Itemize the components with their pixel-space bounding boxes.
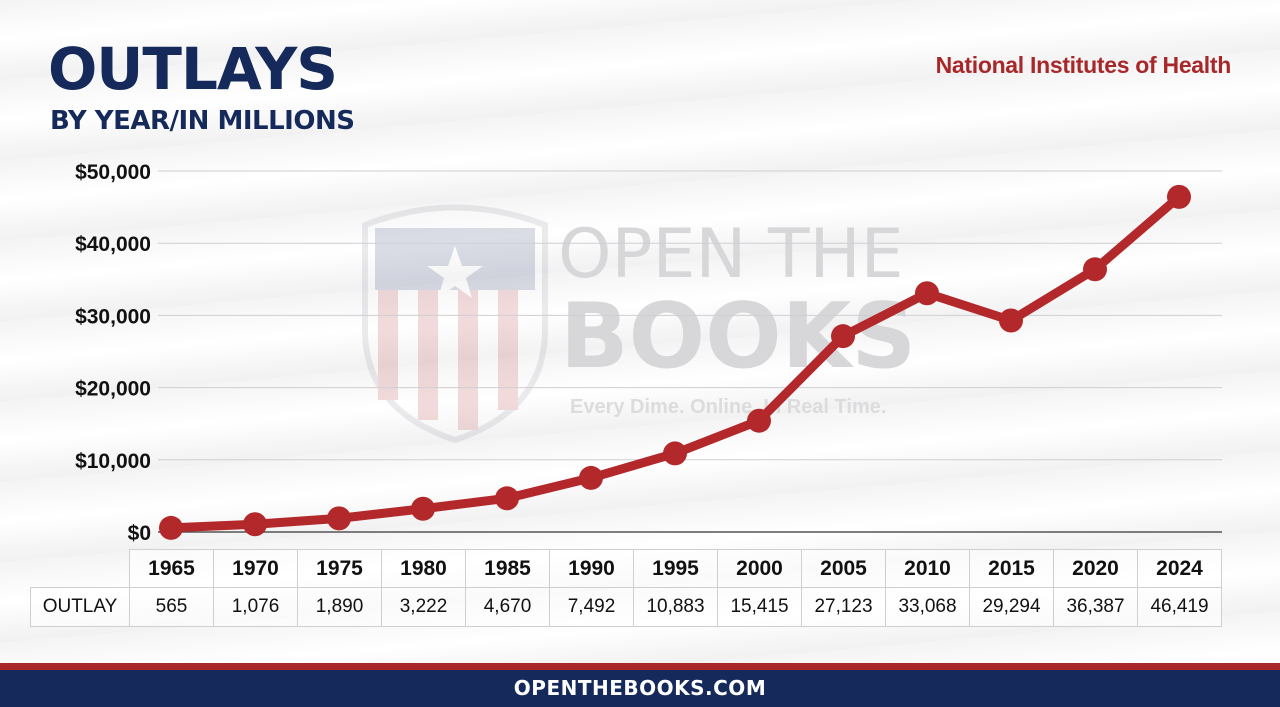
y-tick-label: $0	[128, 522, 151, 545]
gridlines	[158, 170, 1222, 461]
year-header-cell: 2020	[1053, 549, 1138, 588]
watermark-line1: OPEN THE	[558, 215, 904, 294]
y-tick-label: $10,000	[75, 450, 151, 473]
data-point	[831, 324, 855, 349]
row-label-outlay: OUTLAY	[30, 587, 130, 627]
outlay-value-cell: 27,123	[801, 587, 886, 627]
data-point	[1167, 184, 1191, 209]
outlay-value-cell: 3,222	[381, 587, 466, 627]
year-header-cell: 1980	[381, 549, 466, 588]
y-tick-label: $20,000	[75, 378, 151, 401]
data-point	[579, 465, 603, 490]
outlay-value-cell: 1,076	[213, 587, 298, 627]
data-point	[663, 441, 687, 466]
year-header-cell: 2024	[1137, 549, 1222, 588]
data-point	[159, 515, 183, 540]
data-point	[327, 506, 351, 531]
line-chart: OPEN THE BOOKS Every Dime. Online. In Re…	[75, 161, 1222, 545]
outlay-table: 1965 1970 1975 1980 1985 1990 1995 2000 2005 2010…	[30, 549, 1222, 627]
outlay-value-cell: 29,294	[969, 587, 1054, 627]
year-header-cell: 1995	[633, 549, 718, 588]
y-axis: $0 $10,000 $20,000 $30,000 $40,000 $50,000	[75, 161, 151, 545]
outlay-value-cell: 1,890	[297, 587, 382, 627]
year-header-cell: 2005	[801, 549, 886, 588]
chart-subtitle: BY YEAR/IN MILLIONS	[50, 106, 355, 136]
series-outlays	[159, 184, 1191, 540]
shield-logo-icon	[362, 204, 548, 444]
year-header-cell: 1975	[297, 549, 382, 588]
value-row: OUTLAY 565 1,076 1,890 3,222 4,670 7,492 10,88…	[30, 587, 1222, 627]
y-tick-label: $30,000	[75, 305, 151, 328]
table-corner	[30, 549, 130, 588]
year-header-cell: 1970	[213, 549, 298, 588]
outlay-value-cell: 33,068	[885, 587, 970, 627]
data-point	[411, 496, 435, 521]
outlay-value-cell: 7,492	[549, 587, 634, 627]
watermark-line2: BOOKS	[560, 284, 916, 389]
year-header-cell: 1990	[549, 549, 634, 588]
data-point	[915, 281, 939, 306]
chart-title: OUTLAYS	[48, 35, 338, 103]
year-header-cell: 2015	[969, 549, 1054, 588]
outlay-value-cell: 10,883	[633, 587, 718, 627]
watermark-tagline: Every Dime. Online. In Real Time.	[570, 396, 886, 418]
outlay-value-cell: 15,415	[717, 587, 802, 627]
outlay-value-cell: 565	[129, 587, 214, 627]
outlay-value-cell: 36,387	[1053, 587, 1138, 627]
footer-website: OPENTHEBOOKS.COM	[0, 670, 1280, 707]
agency-name: National Institutes of Health	[935, 52, 1232, 78]
y-tick-label: $50,000	[75, 161, 151, 184]
year-header-cell: 1965	[129, 549, 214, 588]
y-tick-label: $40,000	[75, 233, 151, 256]
year-header-cell: 2000	[717, 549, 802, 588]
year-header-cell: 1985	[465, 549, 550, 588]
year-row: 1965 1970 1975 1980 1985 1990 1995 2000 2005 2010…	[30, 549, 1222, 588]
footer-stripe	[0, 663, 1280, 670]
watermark: OPEN THE BOOKS Every Dime. Online. In Re…	[362, 204, 916, 444]
data-point	[999, 308, 1023, 333]
data-point	[1083, 257, 1107, 282]
data-point	[495, 486, 519, 511]
data-point	[747, 408, 771, 433]
outlay-value-cell: 4,670	[465, 587, 550, 627]
year-header-cell: 2010	[885, 549, 970, 588]
data-point	[243, 512, 267, 537]
outlay-value-cell: 46,419	[1137, 587, 1222, 627]
